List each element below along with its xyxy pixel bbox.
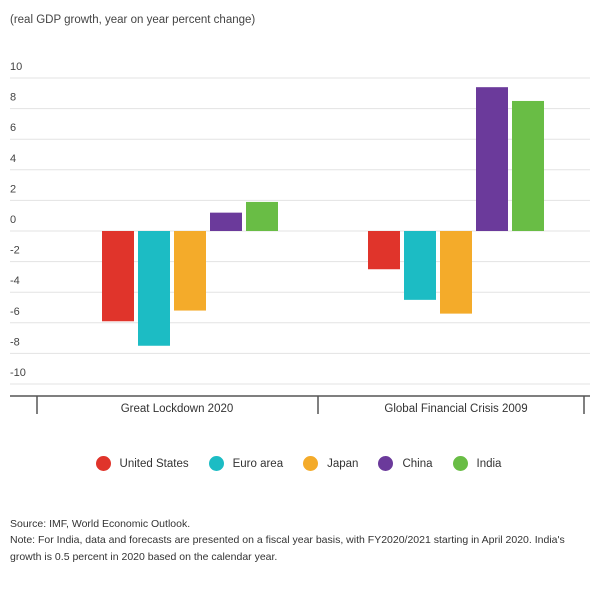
- y-tick-label: 10: [10, 61, 22, 73]
- bar-united-states-2: [368, 231, 400, 270]
- legend-item-india: India: [452, 456, 502, 471]
- legend-label: Japan: [327, 457, 359, 470]
- category-label: Great Lockdown 2020: [121, 403, 234, 415]
- category-label: Global Financial Crisis 2009: [384, 403, 527, 415]
- legend-item-japan: Japan: [303, 456, 358, 471]
- bar-united-states-1: [102, 231, 134, 322]
- legend-label: Euro area: [232, 457, 284, 470]
- bar-india-1: [246, 201, 278, 231]
- notes: Source: IMF, World Economic Outlook. Not…: [10, 516, 590, 565]
- note-text: Note: For India, data and forecasts are …: [10, 534, 565, 563]
- y-tick-label: 8: [10, 92, 16, 104]
- y-tick-label: -6: [10, 306, 20, 318]
- bar-euro-area-2: [404, 231, 436, 300]
- legend-swatch-euro-area: [208, 456, 224, 471]
- y-tick-label: -10: [10, 367, 26, 379]
- y-tick-label: 0: [10, 214, 16, 226]
- legend-label: India: [476, 457, 502, 470]
- legend-item-united-states: United States: [95, 456, 189, 471]
- legend-swatch-china: [378, 456, 394, 471]
- y-tick-label: 4: [10, 153, 16, 165]
- chart-subtitle: (real GDP growth, year on year percent c…: [10, 14, 256, 26]
- y-tick-label: -8: [10, 336, 20, 348]
- legend-label: China: [402, 457, 433, 470]
- legend-swatch-india: [452, 456, 468, 471]
- legend: United States Euro area Japan China India: [0, 456, 597, 471]
- y-tick-label: -2: [10, 245, 20, 257]
- legend-swatch-united-states: [95, 456, 111, 471]
- legend-item-china: China: [378, 456, 433, 471]
- bar-euro-area-1: [138, 231, 170, 346]
- bar-japan-2: [440, 231, 472, 314]
- bar-chart: 10 8 6 4 2 0 -2 -4 -6 -8 -10 Great Lockdown 2020 Glo…: [10, 61, 590, 415]
- y-tick-label: -4: [10, 275, 20, 287]
- bars: [102, 87, 544, 346]
- axes: 10 8 6 4 2 0 -2 -4 -6 -8 -10 Great Lockdown 2020 Glo…: [10, 61, 590, 415]
- bar-india-2: [512, 100, 544, 231]
- y-tick-label: 2: [10, 183, 16, 195]
- legend-swatch-japan: [303, 456, 319, 471]
- bar-china-2: [476, 87, 508, 232]
- legend-label: United States: [119, 457, 189, 470]
- bar-japan-1: [174, 231, 206, 311]
- y-tick-label: 6: [10, 122, 16, 134]
- bar-china-1: [210, 212, 242, 231]
- source-text: Source: IMF, World Economic Outlook.: [10, 518, 191, 530]
- legend-item-euro-area: Euro area: [208, 456, 284, 471]
